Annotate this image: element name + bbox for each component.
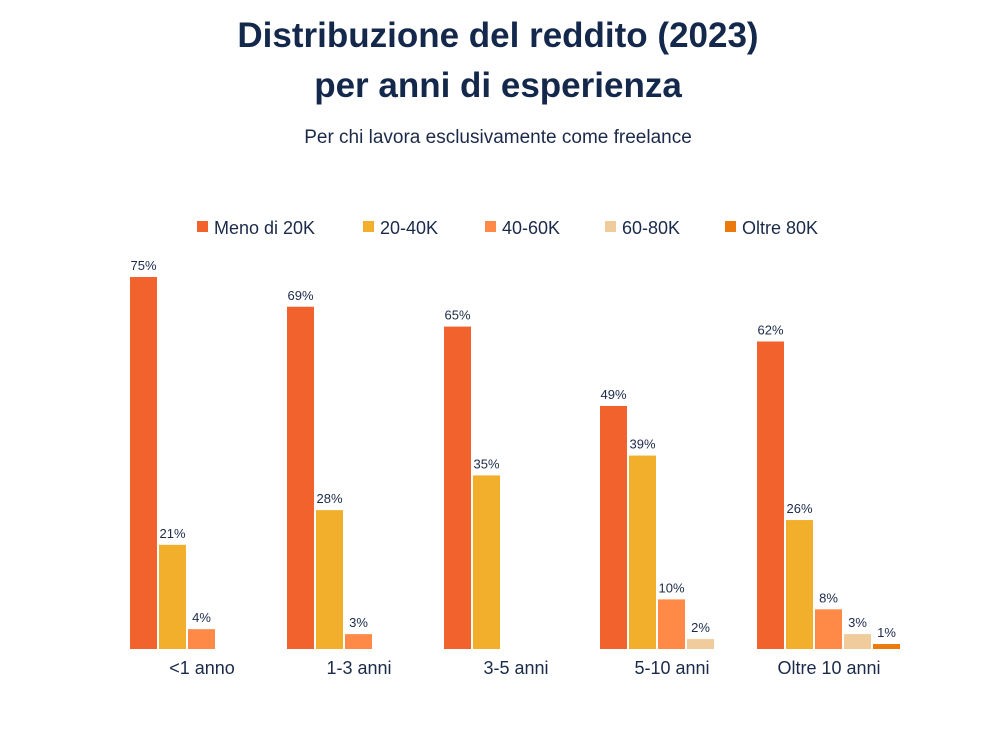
data-label: 39%	[629, 437, 655, 452]
bar	[873, 644, 900, 649]
bar	[130, 277, 157, 649]
data-label: 2%	[691, 620, 710, 635]
bar	[629, 455, 656, 649]
bar	[757, 341, 784, 649]
bar	[287, 306, 314, 649]
bar	[687, 639, 714, 649]
bar	[444, 326, 471, 649]
bar	[815, 609, 842, 649]
data-label: 4%	[192, 610, 211, 625]
bar	[188, 629, 215, 649]
data-label: 28%	[316, 491, 342, 506]
chart-title-line1: Distribuzione del reddito (2023)	[237, 16, 759, 55]
legend-label: Oltre 80K	[742, 218, 818, 238]
x-tick-label: 5-10 anni	[634, 658, 709, 678]
data-label: 69%	[287, 288, 313, 303]
data-label: 49%	[600, 387, 626, 402]
data-label: 1%	[877, 625, 896, 640]
bar	[473, 475, 500, 649]
data-label: 75%	[130, 258, 156, 273]
data-label: 10%	[658, 580, 684, 595]
bar	[844, 634, 871, 649]
legend-swatch	[725, 221, 736, 232]
legend-label: 40-60K	[502, 218, 560, 238]
legend-swatch	[605, 221, 616, 232]
legend-label: 20-40K	[380, 218, 438, 238]
legend-label: Meno di 20K	[214, 218, 315, 238]
legend-swatch	[485, 221, 496, 232]
data-label: 26%	[786, 501, 812, 516]
chart-title-line2: per anni di esperienza	[314, 66, 682, 105]
bar	[345, 634, 372, 649]
x-tick-label: 3-5 anni	[483, 658, 548, 678]
bar	[600, 405, 627, 649]
data-label: 21%	[159, 526, 185, 541]
legend-swatch	[363, 221, 374, 232]
data-label: 35%	[473, 456, 499, 471]
bar	[316, 510, 343, 649]
data-label: 8%	[819, 590, 838, 605]
data-label: 3%	[349, 615, 368, 630]
legend-label: 60-80K	[622, 218, 680, 238]
x-tick-label: 1-3 anni	[326, 658, 391, 678]
bar	[159, 544, 186, 649]
data-label: 65%	[444, 308, 470, 323]
data-label: 3%	[848, 615, 867, 630]
legend-swatch	[197, 221, 208, 232]
chart-subtitle: Per chi lavora esclusivamente come freel…	[304, 127, 692, 148]
data-label: 62%	[757, 322, 783, 337]
x-tick-label: Oltre 10 anni	[777, 658, 880, 678]
x-tick-label: <1 anno	[169, 658, 235, 678]
bar	[786, 520, 813, 649]
bar	[658, 599, 685, 649]
